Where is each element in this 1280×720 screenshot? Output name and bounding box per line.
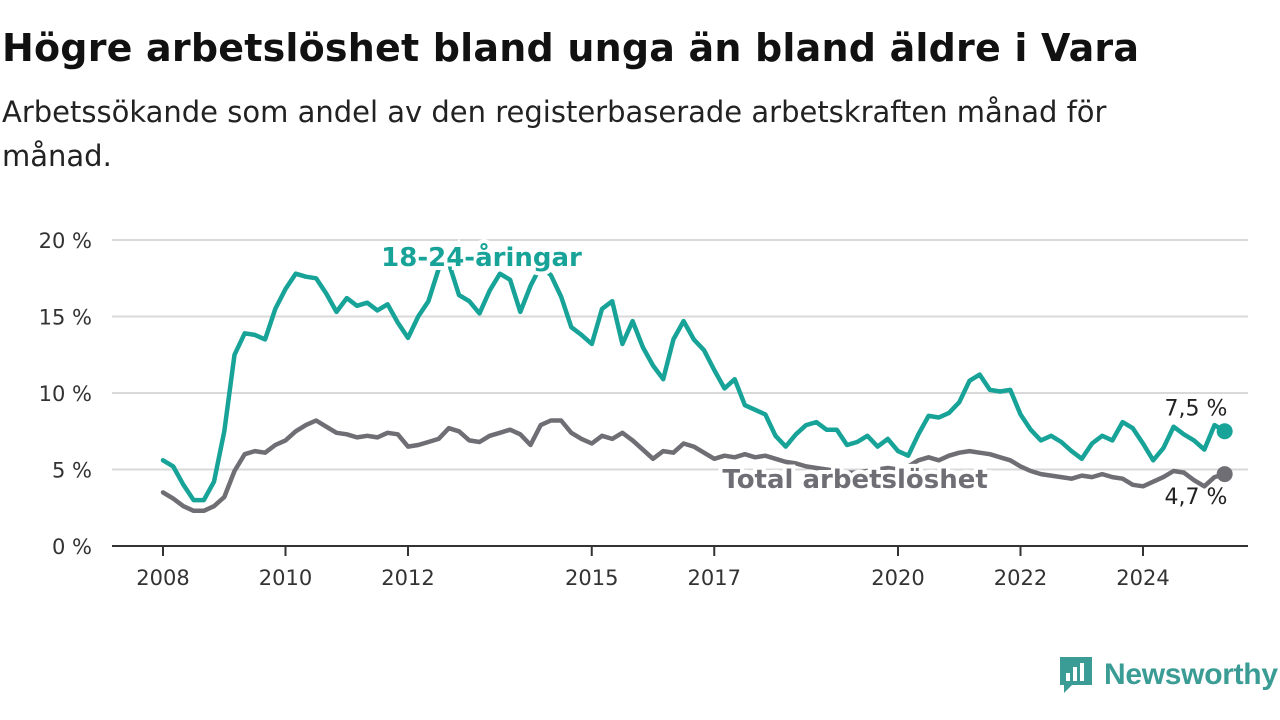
bar-chart-speech-bubble-icon (1060, 657, 1092, 693)
x-tick-label: 2017 (688, 566, 741, 590)
x-tick-label: 2015 (565, 566, 618, 590)
x-tick-label: 2008 (136, 566, 189, 590)
y-axis: 0 % 5 % 10 % 15 % 20 % (39, 229, 92, 559)
y-tick-label: 15 % (39, 306, 92, 330)
x-tick-label: 2020 (871, 566, 924, 590)
series-line-1 (160, 418, 1227, 514)
x-tick-label: 2010 (259, 566, 312, 590)
y-tick-label: 20 % (39, 229, 92, 253)
brand-name: Newsworthy (1104, 658, 1278, 691)
grid-lines (112, 239, 1248, 471)
end-label-youth: 7,5 % (1165, 396, 1228, 421)
y-tick-label: 5 % (52, 459, 92, 483)
series-label-youth: 18-24-åringar (381, 241, 582, 273)
end-point-0 (1216, 423, 1233, 440)
x-tick-label: 2022 (994, 566, 1047, 590)
series-label-total: Total arbetslöshet (722, 465, 987, 495)
x-tick-label: 2012 (381, 566, 434, 590)
x-tick-label: 2024 (1116, 566, 1169, 590)
end-point-1 (1216, 466, 1233, 483)
x-axis: 2008 2010 2012 2015 2017 2020 2022 2024 (112, 545, 1248, 590)
chart-title: Högre arbetslöshet bland unga än bland ä… (2, 26, 1140, 70)
series-lines (160, 260, 1233, 514)
series-labels: 18-24-åringar Total arbetslöshet 7,5 % 4,7 … (377, 237, 1228, 510)
series-line-0 (160, 260, 1227, 503)
end-label-total: 4,7 % (1165, 485, 1228, 510)
y-tick-label: 0 % (52, 535, 92, 559)
y-tick-label: 10 % (39, 382, 92, 406)
chart-subtitle: Arbetssökande som andel av den registerb… (2, 95, 1107, 173)
newsworthy-logo: Newsworthy (1058, 655, 1278, 695)
